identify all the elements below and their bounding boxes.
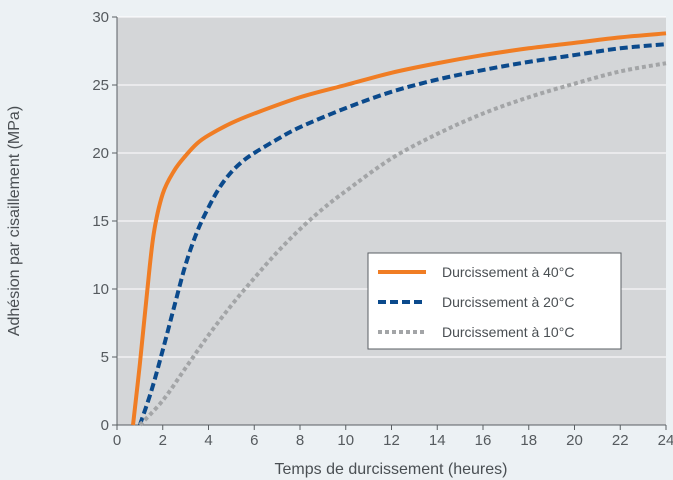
x-tick-label-12: 24 [658, 432, 673, 449]
x-tick-label-0: 0 [113, 432, 121, 449]
x-tick-label-4: 8 [296, 432, 304, 449]
y-tick-label-2: 10 [92, 281, 109, 298]
legend-box [367, 252, 622, 350]
x-tick-label-11: 22 [612, 432, 629, 449]
legend-label-2: Durcissement à 10°C [442, 324, 574, 340]
series-line-1 [137, 42, 667, 426]
series-line-0 [131, 31, 667, 426]
x-tick-label-7: 14 [429, 432, 446, 449]
y-tick-label-0: 0 [101, 417, 109, 434]
x-axis-title: Temps de durcissement (heures) [275, 461, 508, 478]
legend-label-0: Durcissement à 40°C [442, 264, 574, 280]
y-tick-label-5: 25 [92, 77, 109, 94]
series-line-2 [138, 61, 667, 427]
y-axis-title: Adhésion par cisaillement (MPa) [6, 106, 23, 336]
y-tick-label-1: 5 [101, 349, 109, 366]
x-axis-ticks: 0 2 4 6 8 10 12 14 16 18 20 22 24 [113, 425, 673, 449]
legend: Durcissement à 40°C Durcissement à 20°C Du… [367, 252, 622, 350]
x-tick-label-2: 4 [204, 432, 212, 449]
legend-label-1: Durcissement à 20°C [442, 294, 574, 310]
x-tick-label-6: 12 [383, 432, 400, 449]
x-tick-label-8: 16 [475, 432, 492, 449]
x-tick-label-1: 2 [159, 432, 167, 449]
x-tick-label-9: 18 [520, 432, 537, 449]
x-tick-label-5: 10 [337, 432, 354, 449]
y-tick-label-3: 15 [92, 213, 109, 230]
series-lines [131, 31, 667, 427]
y-tick-label-6: 30 [92, 9, 109, 26]
y-tick-label-4: 20 [92, 145, 109, 162]
x-tick-label-3: 6 [250, 432, 258, 449]
x-tick-label-10: 20 [566, 432, 583, 449]
y-axis-ticks: 0 5 10 15 20 25 30 [92, 9, 117, 434]
